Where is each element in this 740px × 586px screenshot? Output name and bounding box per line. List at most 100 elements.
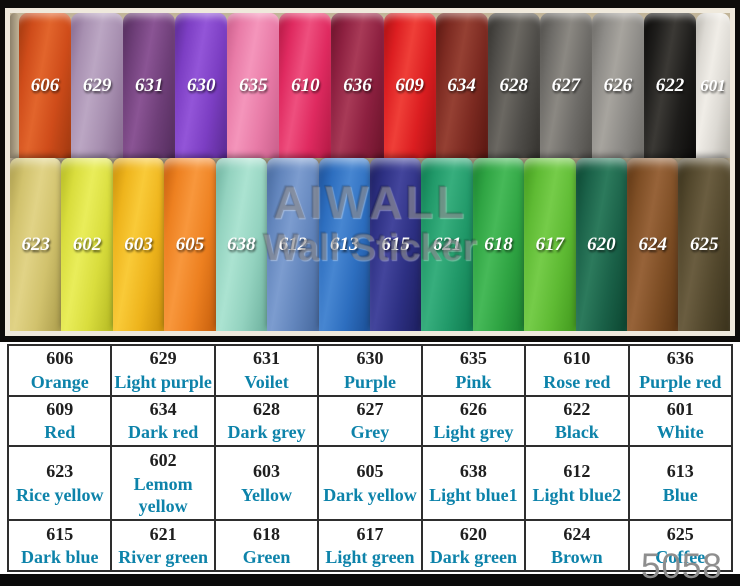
color-cell-638: 638 Light blue1 — [420, 445, 527, 522]
color-code: 621 — [149, 523, 177, 544]
color-cell-605: 605 Dark yellow — [317, 445, 423, 522]
color-code: 615 — [46, 523, 74, 544]
roll-638: 638 — [215, 158, 268, 331]
color-name: Purple red — [639, 371, 722, 392]
color-name: Dark blue — [20, 547, 99, 568]
color-code: 625 — [666, 523, 694, 544]
roll-601: 601 — [696, 13, 730, 158]
color-code: 634 — [149, 398, 177, 419]
color-cell-623: 623 Rice yellow — [6, 445, 113, 522]
roll-code-label: 621 — [432, 233, 462, 255]
color-code: 624 — [563, 523, 591, 544]
color-code: 627 — [356, 398, 384, 419]
roll-code-label: 626 — [603, 74, 633, 96]
roll-634: 634 — [435, 13, 488, 158]
color-cell-635: 635 Pink — [420, 344, 527, 397]
color-cell-615: 615 Dark blue — [6, 519, 113, 572]
table-row: 609 Red 634 Dark red 628 Dark grey 627 Grey 626 L… — [6, 394, 734, 448]
roll-613: 613 — [318, 158, 370, 331]
color-code: 638 — [459, 461, 487, 482]
color-name: Rice yellow — [15, 484, 104, 505]
color-cell-601: 601 White — [627, 394, 734, 448]
roll-code-label: 627 — [551, 74, 581, 96]
color-cell-636: 636 Purple red — [627, 344, 734, 397]
roll-code-label: 612 — [278, 233, 308, 255]
color-name: Red — [44, 422, 76, 443]
color-cell-617: 617 Light green — [317, 519, 423, 572]
roll-622: 622 — [643, 13, 697, 158]
color-name: Dark grey — [227, 422, 306, 443]
color-code: 612 — [563, 461, 591, 482]
color-name: Light blue1 — [429, 484, 518, 505]
color-cell-606: 606 Orange — [6, 344, 113, 397]
color-name: Black — [554, 422, 599, 443]
color-cell-627: 627 Grey — [317, 394, 423, 448]
roll-635: 635 — [227, 13, 280, 158]
roll-code-label: 624 — [638, 233, 668, 255]
color-cell-618: 618 Green — [213, 519, 320, 572]
color-code: 609 — [46, 398, 74, 419]
table-row: 615 Dark blue 621 River green 618 Green 617 Lig… — [6, 519, 734, 572]
roll-code-label: 610 — [291, 74, 320, 96]
color-cell-625: 625 Coffee — [627, 519, 734, 572]
color-name: Dark yellow — [323, 484, 417, 505]
table-row: 623 Rice yellow 602 Lemom yellow 603 Yellow 60… — [6, 445, 734, 522]
roll-code-label: 618 — [484, 233, 513, 255]
roll-636: 636 — [331, 13, 384, 158]
roll-621: 621 — [421, 158, 473, 331]
color-name: Light purple — [114, 371, 212, 392]
color-code: 613 — [666, 461, 694, 482]
roll-630: 630 — [175, 13, 228, 158]
color-name: Coffee — [655, 547, 706, 568]
color-name: Light blue2 — [532, 484, 622, 505]
color-name: Grey — [350, 422, 390, 443]
bottom-bar — [0, 574, 740, 586]
color-cell-609: 609 Red — [6, 394, 113, 448]
roll-code-label: 609 — [395, 74, 424, 96]
color-cell-602: 602 Lemom yellow — [110, 445, 216, 522]
color-code-table: 606 Orange 629 Light purple 631 Voilet 630 Purp… — [6, 344, 734, 572]
roll-602: 602 — [61, 158, 113, 331]
color-name: Light grey — [433, 422, 514, 443]
roll-code-label: 606 — [30, 74, 60, 96]
rolls-row-top: 606 629 631 630 635 610 636 609 634 628 627 626 622 6… — [10, 13, 730, 158]
roll-605: 605 — [164, 158, 216, 331]
roll-code-label: 625 — [689, 233, 719, 255]
color-code: 631 — [253, 348, 281, 369]
color-name: Dark red — [128, 422, 199, 443]
roll-612: 612 — [267, 158, 319, 331]
color-code: 630 — [356, 348, 384, 369]
roll-610: 610 — [279, 13, 332, 158]
color-cell-610: 610 Rose red — [524, 344, 630, 397]
roll-625: 625 — [678, 158, 730, 331]
roll-code-label: 613 — [329, 233, 359, 255]
color-cell-620: 620 Dark green — [420, 519, 527, 572]
roll-code-label: 630 — [187, 74, 216, 96]
roll-code-label: 605 — [175, 233, 205, 255]
color-name: River green — [118, 547, 209, 568]
color-cell-621: 621 River green — [110, 519, 216, 572]
color-code: 601 — [666, 398, 694, 419]
color-code: 629 — [149, 348, 177, 369]
roll-code-label: 623 — [21, 233, 50, 255]
roll-code-label: 617 — [535, 233, 565, 255]
roll-code-label: 631 — [134, 74, 164, 96]
color-code: 623 — [46, 461, 74, 482]
color-code: 617 — [356, 523, 384, 544]
color-name: White — [656, 422, 704, 443]
color-code: 622 — [563, 398, 591, 419]
color-code: 602 — [149, 450, 177, 470]
roll-629: 629 — [71, 13, 124, 158]
roll-615: 615 — [369, 158, 422, 331]
color-cell-634: 634 Dark red — [110, 394, 216, 448]
product-code: 5058 — [641, 547, 723, 586]
color-name: Orange — [30, 371, 89, 392]
color-code: 605 — [356, 461, 384, 482]
color-cell-613: 613 Blue — [627, 445, 734, 522]
roll-620: 620 — [575, 158, 628, 331]
color-code: 603 — [253, 461, 281, 482]
roll-626: 626 — [591, 13, 644, 158]
photo-frame: 606 629 631 630 635 610 636 609 634 628 627 626 622 6… — [5, 8, 735, 336]
roll-624: 624 — [627, 158, 679, 331]
table-row: 606 Orange 629 Light purple 631 Voilet 630 Purp… — [6, 344, 734, 397]
